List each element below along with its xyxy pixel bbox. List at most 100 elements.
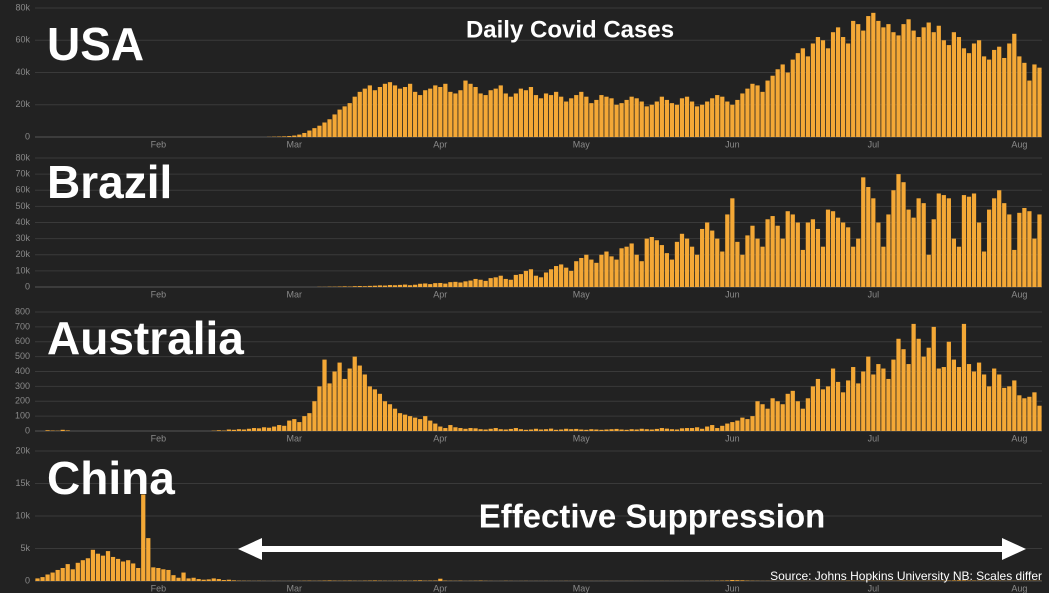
x-tick-label: Feb <box>151 433 167 443</box>
bar <box>141 494 146 581</box>
bar <box>911 30 916 138</box>
bar <box>951 32 957 137</box>
bar <box>201 579 206 581</box>
bar <box>694 254 700 287</box>
bar <box>971 43 977 137</box>
bar <box>735 580 740 581</box>
arrow <box>238 538 1026 560</box>
bar <box>876 20 881 137</box>
bar <box>825 386 831 431</box>
bar <box>997 46 1002 138</box>
bar <box>594 429 599 431</box>
bar <box>131 563 136 581</box>
bar <box>921 203 926 287</box>
bar <box>211 578 216 581</box>
bar <box>1012 380 1017 431</box>
bar <box>478 429 483 431</box>
bar <box>916 338 921 431</box>
y-tick-label: 60k <box>15 35 30 45</box>
bar <box>841 222 846 287</box>
bar <box>443 83 448 137</box>
bar <box>493 277 498 287</box>
bar <box>609 98 614 137</box>
bar <box>40 577 45 581</box>
bar <box>871 12 876 137</box>
bar <box>362 286 367 287</box>
bar <box>941 367 946 431</box>
bar <box>664 99 670 137</box>
bar <box>1027 396 1032 431</box>
bar <box>392 285 398 287</box>
bar <box>694 427 700 431</box>
bar <box>674 429 680 431</box>
bar <box>428 88 433 137</box>
bar <box>503 93 508 137</box>
bar <box>886 214 891 287</box>
panel: 0 100 200 300 400 500 600 700 800 Feb Mar Apr May Jun… <box>15 306 1042 443</box>
bar <box>559 96 564 137</box>
bar <box>282 425 287 431</box>
bar <box>448 282 453 287</box>
bar <box>1002 203 1007 287</box>
bar <box>997 374 1002 431</box>
bar <box>372 285 377 287</box>
bar <box>992 198 997 287</box>
bar <box>513 93 518 137</box>
bar <box>614 259 619 287</box>
bar <box>559 429 564 431</box>
bar <box>674 241 680 287</box>
bar <box>75 562 80 581</box>
bar <box>916 198 921 287</box>
bar <box>856 383 861 431</box>
bar <box>946 45 951 137</box>
bar <box>402 414 408 431</box>
bar <box>579 429 584 431</box>
x-tick-label: Jun <box>725 433 740 443</box>
y-tick-label: 20k <box>15 249 30 259</box>
bar <box>161 569 166 581</box>
bar <box>790 214 795 287</box>
bar <box>981 56 987 137</box>
y-tick-label: 40k <box>15 217 30 227</box>
bar <box>911 217 916 287</box>
bar <box>468 83 473 137</box>
bar <box>453 93 458 137</box>
bar <box>382 285 388 287</box>
bar <box>634 429 639 431</box>
bar <box>881 368 886 431</box>
bar <box>287 420 292 431</box>
bar <box>302 132 307 137</box>
bar <box>684 96 690 137</box>
y-tick-label: 50k <box>15 201 30 211</box>
bar <box>624 99 629 137</box>
bar <box>307 130 312 137</box>
bar <box>876 222 881 287</box>
bar <box>473 278 478 287</box>
bar <box>931 219 936 287</box>
bar <box>604 96 609 137</box>
bar <box>614 428 619 431</box>
x-tick-label: Apr <box>433 433 447 443</box>
bar <box>357 286 362 287</box>
bar <box>397 413 403 431</box>
bar <box>483 280 488 287</box>
panel-label: China <box>47 452 175 504</box>
bar <box>433 85 438 137</box>
bar <box>543 272 549 287</box>
bar <box>438 578 443 581</box>
bar <box>216 579 221 581</box>
bar <box>856 238 861 287</box>
bar <box>805 398 810 431</box>
bar <box>1032 64 1037 137</box>
y-tick-label: 70k <box>15 169 30 179</box>
y-tick-label: 400 <box>15 366 30 376</box>
y-tick-label: 5k <box>20 543 30 553</box>
bar <box>624 246 629 287</box>
bar <box>392 85 398 137</box>
bar <box>181 572 186 581</box>
bar <box>589 259 594 287</box>
bar <box>770 75 775 137</box>
bar <box>916 37 921 137</box>
bar <box>906 209 911 287</box>
bar <box>407 416 413 431</box>
